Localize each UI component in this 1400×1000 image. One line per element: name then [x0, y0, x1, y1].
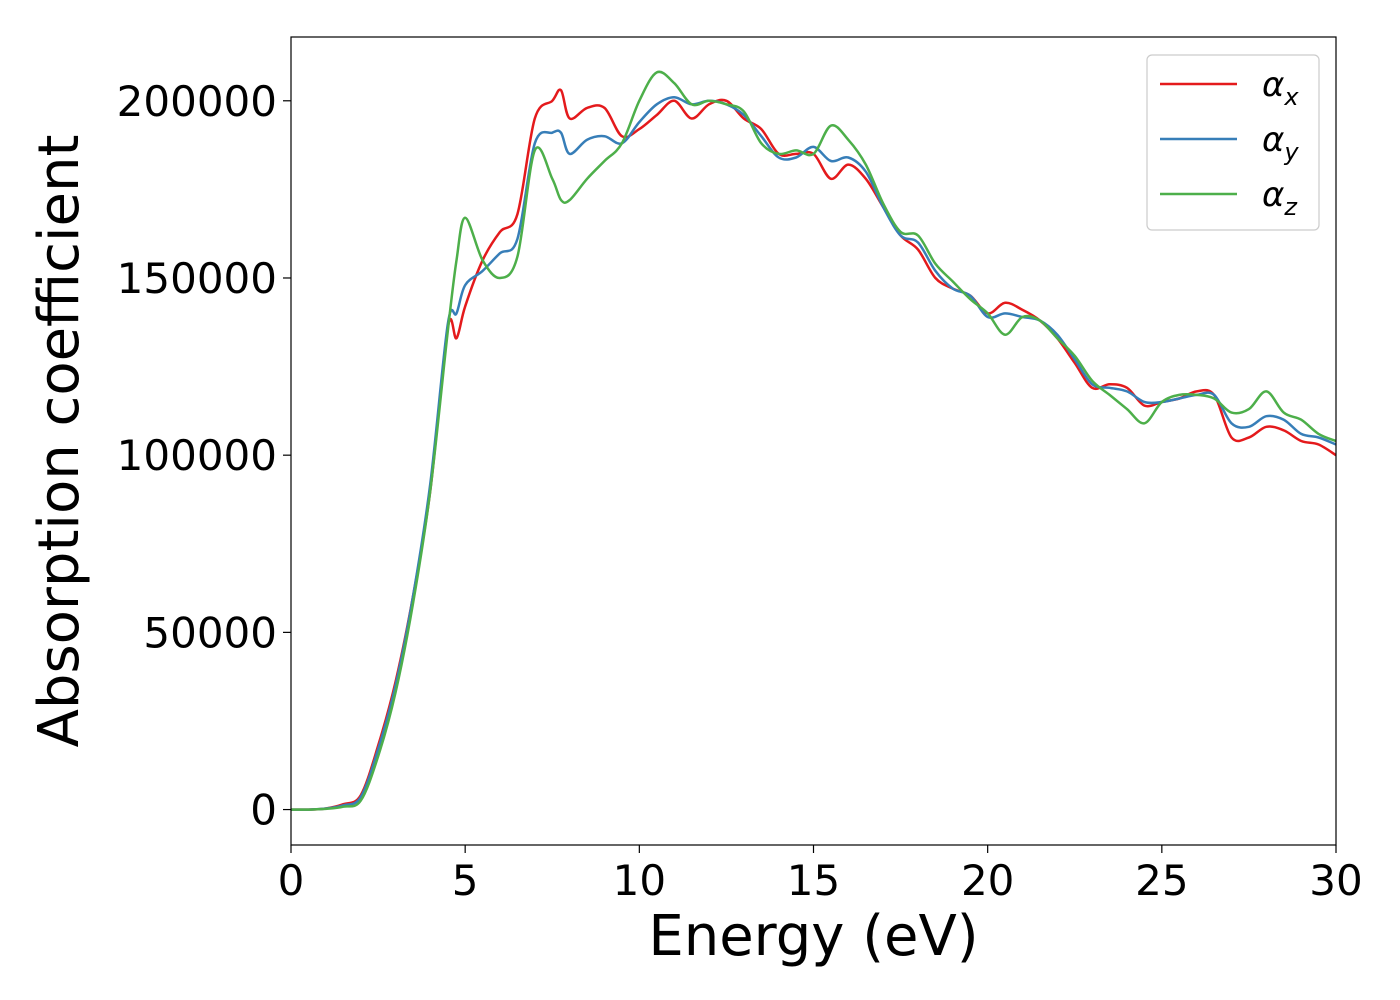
y-axis-title: Absorption coefficient — [27, 135, 92, 748]
series-line-y — [290, 95, 1337, 811]
legend: αx αy αz — [1146, 54, 1320, 231]
x-tick-label: 15 — [787, 856, 840, 905]
y-tick-label: 100000 — [117, 431, 277, 480]
legend-label-x: αx — [1262, 65, 1299, 111]
y-axis: 0 50000 100000 150000 200000 — [117, 77, 291, 835]
series-line-x — [290, 88, 1337, 811]
x-axis-title: Energy (eV) — [648, 904, 978, 969]
y-tick-label: 50000 — [143, 608, 277, 657]
y-tick-label: 0 — [250, 786, 277, 835]
x-axis: 0 5 10 15 20 25 30 — [278, 845, 1363, 905]
y-tick-label: 150000 — [117, 254, 277, 303]
legend-label-z: αz — [1262, 175, 1298, 221]
x-tick-label: 30 — [1309, 856, 1362, 905]
x-tick-label: 10 — [613, 856, 666, 905]
series-line-z — [290, 70, 1337, 811]
series-lines — [290, 70, 1337, 811]
legend-box — [1146, 54, 1320, 231]
legend-label-y: αy — [1262, 120, 1299, 166]
x-tick-label: 0 — [278, 856, 305, 905]
y-tick-label: 200000 — [117, 77, 277, 126]
x-tick-label: 20 — [961, 856, 1014, 905]
x-tick-label: 25 — [1135, 856, 1188, 905]
x-tick-label: 5 — [452, 856, 479, 905]
